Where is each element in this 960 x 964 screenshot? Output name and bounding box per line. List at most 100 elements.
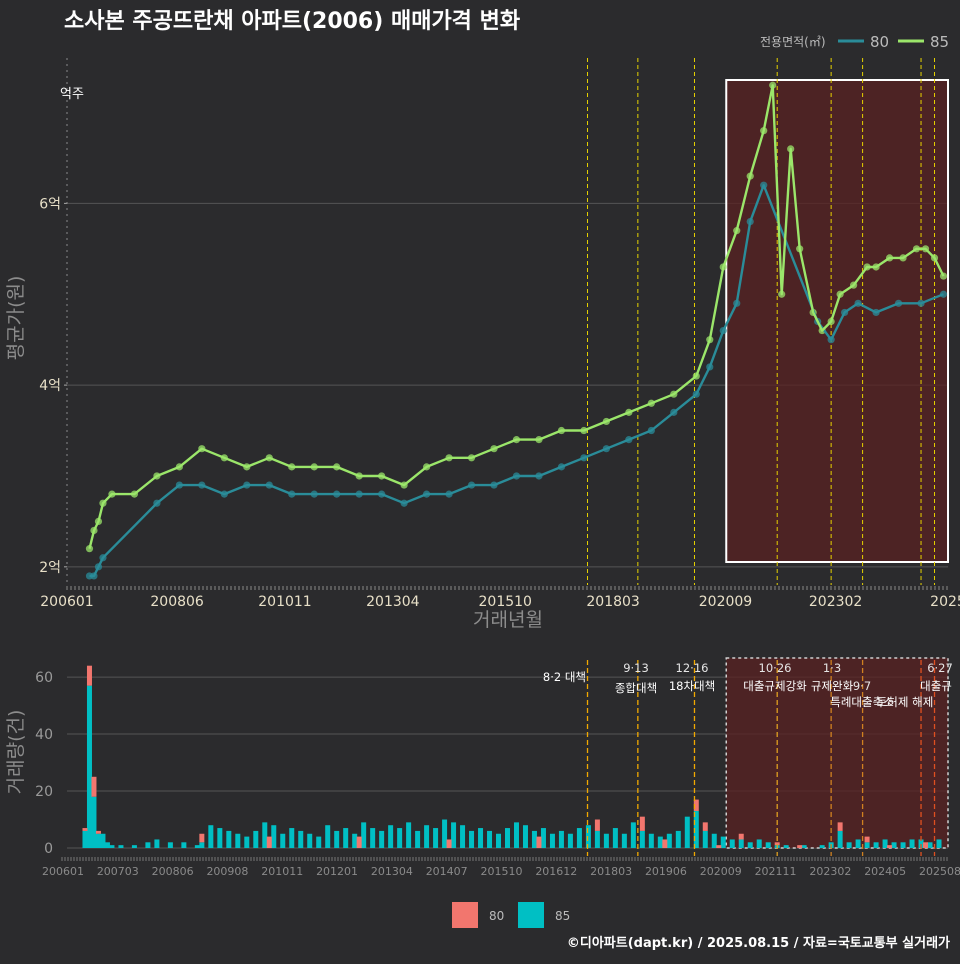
volume-bar-80 [923,842,929,848]
price-x-tick-label: 200806 [150,594,204,610]
volume-x-tick-label: 202009 [700,865,742,878]
volume-bar-80 [86,665,92,686]
volume-bar-85 [145,842,151,848]
volume-bar-85 [738,839,744,848]
bar-legend-swatch-85 [518,902,544,928]
volume-bar-85 [433,828,439,848]
volume-bar-85 [666,833,672,848]
volume-bar-85 [567,833,573,848]
volume-bar-80 [738,833,744,840]
volume-bar-85 [513,822,519,848]
volume-bar-85 [837,830,843,848]
price-y-tick-label: 2억 [39,560,61,576]
volume-bar-85 [208,825,214,848]
price-y-ticks: 2억 4억 6억 [39,196,67,576]
volume-highlight-box [725,657,949,849]
volume-bar-80 [693,799,699,811]
volume-bar-85 [271,825,277,848]
volume-bar-85 [846,842,852,848]
volume-annotation-label: 대출규 [920,679,952,693]
bar-legend-label-85: 85 [555,909,570,923]
volume-bar-85 [612,828,618,848]
volume-bar-85 [352,833,358,848]
volume-bar-85 [585,825,591,848]
volume-bar-85 [226,830,232,848]
volume-bar-85 [280,833,286,848]
volume-x-tick-label: 202508 [919,865,960,878]
volume-bar-85 [217,828,223,848]
volume-bar-85 [199,842,205,848]
volume-annotation-label: 대출규제강화 [743,679,807,693]
volume-bar-85 [630,822,636,848]
volume-bar-85 [370,828,376,848]
volume-bar-80 [887,845,893,848]
volume-bar-85 [307,833,313,848]
volume-y-ticks: 0 20 40 60 [35,670,53,857]
price-x-axis-label: 거래년월 [473,609,543,631]
volume-annotation-label: 규제완화 [811,679,854,693]
volume-annotation-date: 12·16 [676,661,709,675]
volume-annotation-date: 10·26 [759,661,792,675]
volume-bar-85 [109,845,115,848]
volume-bar-85 [104,842,110,848]
volume-bar-85 [442,819,448,848]
volume-bar-80 [594,819,600,831]
price-x-tick-label: 201011 [258,594,311,610]
volume-bar-80 [797,845,803,848]
volume-bar-85 [549,833,555,848]
price-x-tick-label: 2025 [930,594,960,610]
volume-bar-85 [711,833,717,848]
volume-bar-80 [662,839,668,848]
volume-bar-80 [716,845,722,848]
volume-bar-85 [540,828,546,848]
volume-x-tick-label: 200703 [97,865,139,878]
volume-x-tick-label: 201201 [316,865,358,878]
volume-bar-85 [936,839,942,848]
footer-credit: ©디아파트(dapt.kr) / 2025.08.15 / 자료=국토교통부 실… [567,935,950,951]
volume-bar-85 [379,830,385,848]
volume-x-tick-label: 201407 [426,865,468,878]
volume-bar-85 [95,833,101,848]
volume-highlight-region [725,657,949,849]
volume-bar-85 [496,833,502,848]
volume-annotation-label: 특례대출축소 [830,695,893,709]
price-side-label: 억주 [60,87,84,102]
volume-bar-80 [82,828,88,831]
volume-bar-85 [424,825,430,848]
volume-bar-80 [446,839,452,848]
volume-bar-85 [316,836,322,848]
volume-bar-80 [91,776,97,797]
volume-bar-85 [194,845,200,848]
volume-bar-85 [684,816,690,848]
volume-bar-85 [882,839,888,848]
price-y-axis-label: 평균가(원) [5,276,27,361]
volume-bar-85 [469,830,475,848]
volume-bar-85 [621,833,627,848]
price-panel: 2억 4억 6억 200601 200806 201011 201304 201510 201… [5,58,960,631]
volume-x-tick-label: 201803 [590,865,632,878]
price-x-tick-label: 201304 [366,594,420,610]
volume-bar-85 [657,836,663,848]
volume-bar-85 [388,825,394,848]
price-series-line-85 [88,84,945,549]
volume-bar-85 [900,842,906,848]
volume-policy-lines [586,660,936,856]
bar-legend: 80 85 [452,902,570,928]
volume-y-tick-label: 40 [35,727,53,743]
volume-x-tick-label: 202302 [809,865,851,878]
volume-bar-80 [837,822,843,831]
price-x-tick-label: 202009 [699,594,752,610]
volume-bar-80 [356,836,362,848]
volume-x-tick-label: 200908 [206,865,248,878]
volume-bar-85 [747,842,753,848]
volume-bar-85 [855,839,861,848]
volume-bar-85 [478,828,484,848]
volume-bar-85 [397,828,403,848]
volume-bar-85 [729,839,735,848]
volume-bar-85 [262,822,268,848]
volume-y-tick-label: 60 [35,670,53,686]
volume-bar-85 [756,839,762,848]
volume-bar-85 [765,842,771,848]
volume-x-tick-label: 200806 [152,865,194,878]
